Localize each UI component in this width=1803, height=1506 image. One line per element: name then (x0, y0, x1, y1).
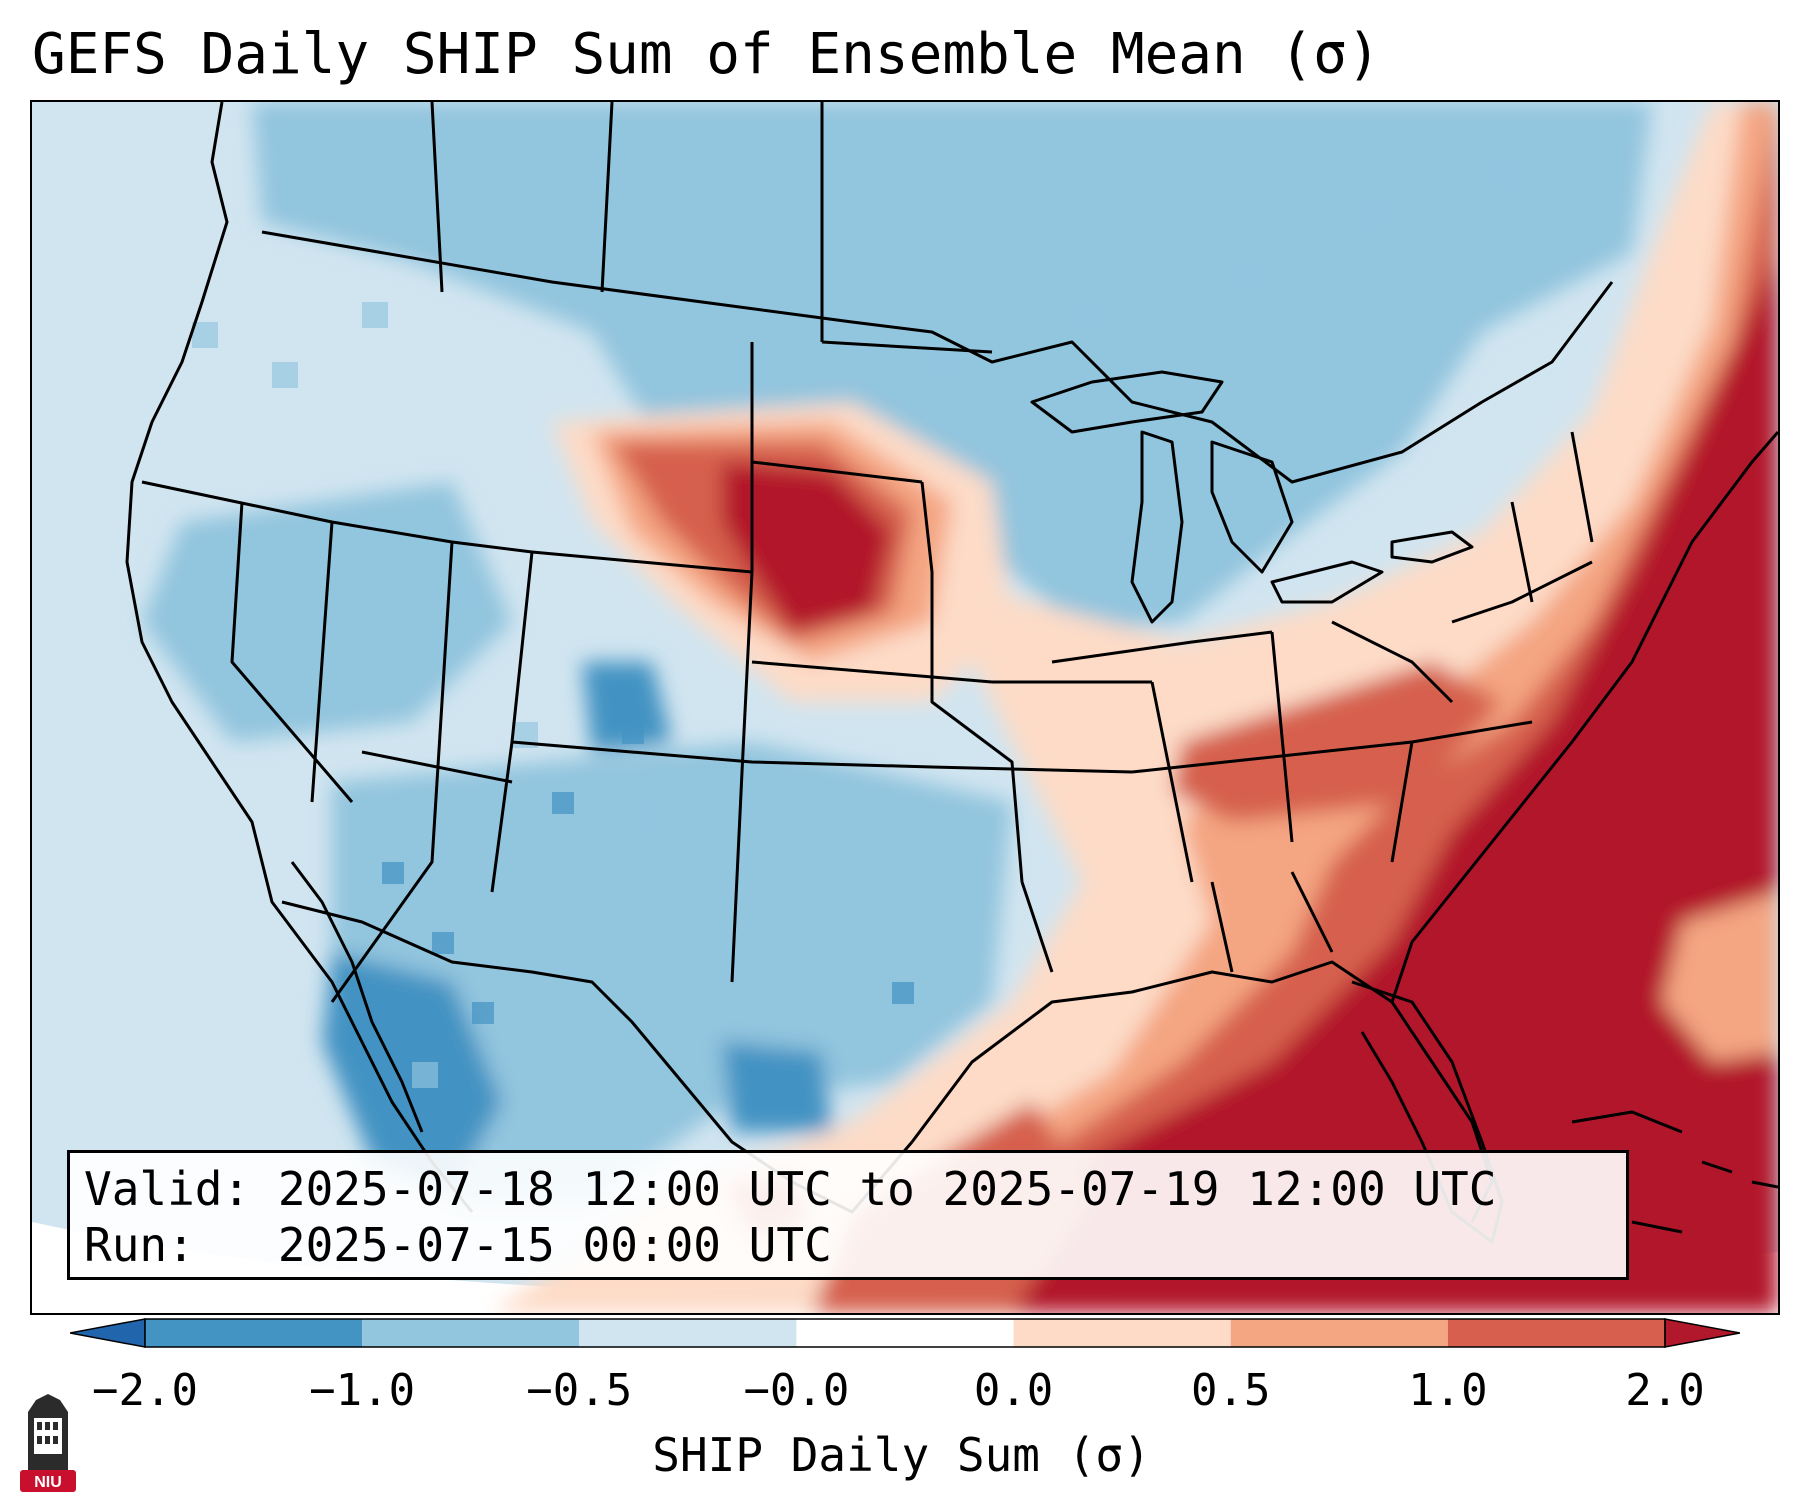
east-coastline (1390, 431, 1778, 1003)
colorbar-extend-high (1664, 1318, 1740, 1348)
colorbar-bin (145, 1319, 363, 1347)
lake-erie (1270, 560, 1384, 604)
west-coastline (125, 102, 474, 1213)
gulf-coastline (910, 960, 1494, 1223)
colorbar-tick-label: −2.0 (92, 1365, 198, 1416)
baja-coastline (290, 861, 424, 1133)
canada-province-lines (430, 102, 993, 354)
caribbean-islands (1571, 1110, 1778, 1234)
field-colorado-deep-blue (582, 662, 672, 752)
run-value: 2025-07-15 00:00 UTC (277, 1218, 832, 1272)
anomaly-field (142, 102, 1778, 1313)
colorbar-tick-label: 1.0 (1408, 1365, 1488, 1416)
colorbar-tick-label: 0.5 (1190, 1365, 1271, 1416)
valid-run-info-box: Valid: 2025-07-18 12:00 UTC to 2025-07-1… (67, 1150, 1629, 1280)
colorbar-bin (1230, 1319, 1448, 1347)
field-ohio-valley-red (1172, 662, 1502, 822)
colorbar-tick-label: −0.0 (743, 1365, 850, 1416)
logo-band (20, 1470, 76, 1492)
colorbar-tick-label: 0.0 (973, 1365, 1054, 1416)
run-line: Run: 2025-07-15 00:00 UTC (84, 1217, 1612, 1273)
colorbar-bin (796, 1319, 1014, 1347)
state-lines-east (1051, 431, 1594, 973)
state-lines-central (531, 342, 1152, 983)
lake-michigan (1130, 430, 1184, 624)
niu-logo: NIU (20, 1394, 76, 1492)
state-lines-west (141, 480, 933, 1003)
colorbar-tick-label: −1.0 (309, 1365, 416, 1416)
field-southwest-blue (332, 742, 1012, 1202)
colorbar-frame (144, 1318, 1666, 1348)
logo-text: NIU (34, 1474, 62, 1491)
map-panel: Valid: 2025-07-18 12:00 UTC to 2025-07-1… (30, 100, 1780, 1315)
colorbar-tick-label: −0.5 (526, 1365, 633, 1416)
run-label: Run: (84, 1218, 195, 1272)
field-atlantic-patch (1662, 892, 1778, 1062)
colorbar-label: SHIP Daily Sum (σ) (652, 1428, 1151, 1482)
colorbar (70, 1318, 1740, 1348)
valid-line: Valid: 2025-07-18 12:00 UTC to 2025-07-1… (84, 1161, 1612, 1217)
lake-superior (1030, 370, 1224, 434)
field-east-deep-red (952, 252, 1778, 1313)
field-texas-deep-blue (722, 1042, 832, 1132)
grid-texture-blue-deep (382, 722, 914, 1024)
us-canada-border (261, 230, 1614, 484)
field-plains-deep-red (722, 462, 892, 632)
colorbar-bin (362, 1319, 580, 1347)
colorbar-extend-low (70, 1318, 146, 1348)
valid-label: Valid: (84, 1162, 251, 1216)
figure-title: GEFS Daily SHIP Sum of Ensemble Mean (σ) (32, 22, 1381, 87)
colorbar-bin (579, 1319, 797, 1347)
lake-ontario (1390, 530, 1474, 564)
colorbar-bin (1447, 1319, 1665, 1347)
anomaly-map (32, 102, 1778, 1313)
colorbar-ticks: −2.0 −1.0 −0.5 −0.0 0.0 0.5 1.0 2.0 (0, 1365, 1803, 1416)
valid-value: 2025-07-18 12:00 UTC to 2025-07-19 12:00… (277, 1162, 1497, 1216)
colorbar-tick-label: 2.0 (1625, 1365, 1705, 1416)
lake-huron (1210, 440, 1294, 574)
colorbar-bin (1013, 1319, 1231, 1347)
